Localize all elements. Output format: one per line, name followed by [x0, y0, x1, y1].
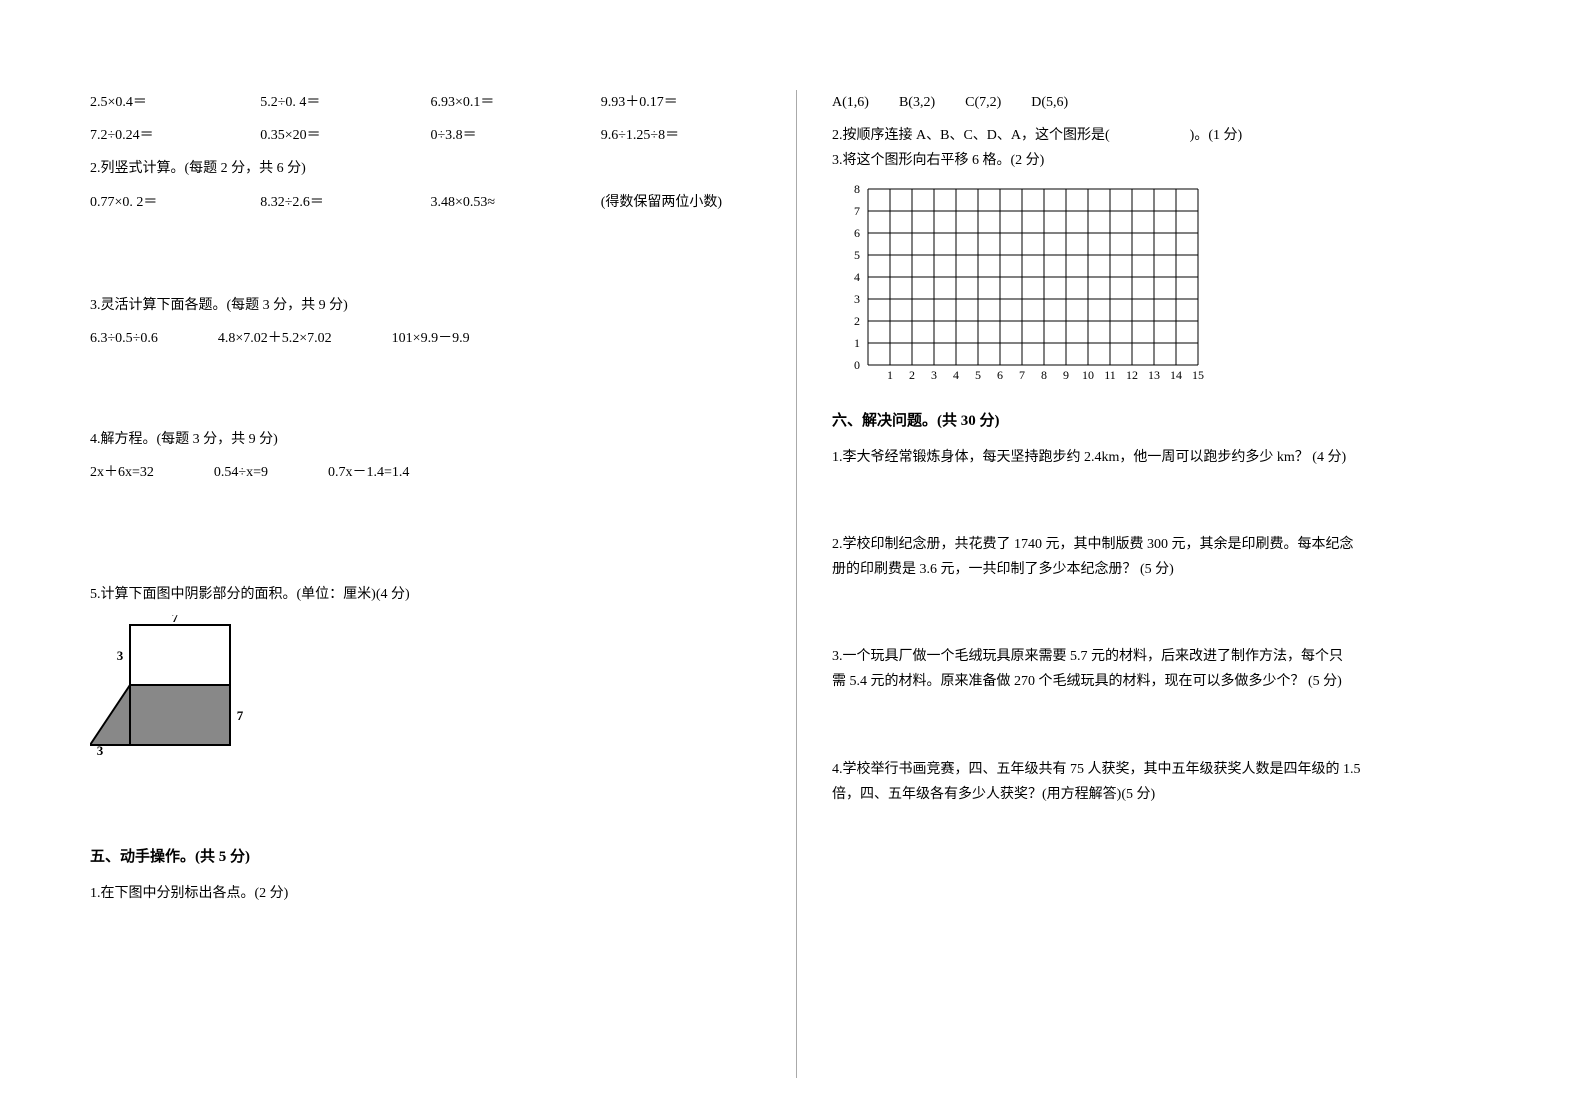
q2-note: (得数保留两位小数)	[601, 190, 761, 215]
problem-1: 1.李大爷经常锻炼身体，每天坚持跑步约 2.4km，他一周可以跑步约多少 km？…	[832, 445, 1503, 470]
svg-text:15: 15	[1192, 368, 1204, 382]
problem-4a: 4.学校举行书画竞赛，四、五年级共有 75 人获奖，其中五年级获奖人数是四年级的…	[832, 757, 1503, 782]
calc-item: 0÷3.8＝	[431, 123, 591, 148]
svg-text:8: 8	[854, 182, 860, 196]
q3-item: 101×9.9－9.9	[392, 326, 470, 351]
calc-row-2: 7.2÷0.24＝ 0.35×20＝ 0÷3.8＝ 9.6÷1.25÷8＝	[90, 123, 761, 148]
q4-row: 2x＋6x=32 0.54÷x=9 0.7x－1.4=1.4	[90, 460, 761, 485]
section6-title: 六、解决问题。(共 30 分)	[832, 408, 1503, 435]
svg-text:5: 5	[975, 368, 981, 382]
calc-item: 9.93＋0.17＝	[601, 90, 761, 115]
q2-title: 2.列竖式计算。(每题 2 分，共 6 分)	[90, 156, 761, 181]
section5-q1: 1.在下图中分别标出各点。(2 分)	[90, 881, 761, 906]
q3-item: 4.8×7.02＋5.2×7.02	[218, 326, 332, 351]
svg-text:6: 6	[854, 226, 860, 240]
q3-line: 3.将这个图形向右平移 6 格。(2 分)	[832, 148, 1503, 173]
q4-title: 4.解方程。(每题 3 分，共 9 分)	[90, 427, 761, 452]
svg-text:4: 4	[953, 368, 959, 382]
left-column: 2.5×0.4＝ 5.2÷0. 4＝ 6.93×0.1＝ 9.93＋0.17＝ …	[70, 90, 797, 1078]
point-a: A(1,6)	[832, 90, 869, 115]
svg-text:4: 4	[854, 270, 860, 284]
geom-label-right: 7	[237, 708, 244, 723]
svg-text:3: 3	[931, 368, 937, 382]
svg-text:3: 3	[854, 292, 860, 306]
svg-text:11: 11	[1104, 368, 1116, 382]
coordinate-grid: 012345678123456789101112131415	[840, 179, 1220, 394]
q2-item: 8.32÷2.6＝	[260, 190, 420, 215]
svg-text:9: 9	[1063, 368, 1069, 382]
q3-item: 6.3÷0.5÷0.6	[90, 326, 158, 351]
q4-item: 0.54÷x=9	[214, 460, 268, 485]
q2-row: 0.77×0. 2＝ 8.32÷2.6＝ 3.48×0.53≈ (得数保留两位小…	[90, 190, 761, 215]
svg-text:12: 12	[1126, 368, 1138, 382]
svg-text:0: 0	[854, 358, 860, 372]
svg-text:7: 7	[1019, 368, 1025, 382]
problem-4b: 倍，四、五年级各有多少人获奖？(用方程解答)(5 分)	[832, 782, 1503, 807]
point-b: B(3,2)	[899, 90, 935, 115]
q5-title: 5.计算下面图中阴影部分的面积。(单位：厘米)(4 分)	[90, 582, 761, 607]
calc-item: 7.2÷0.24＝	[90, 123, 250, 148]
svg-text:14: 14	[1170, 368, 1182, 382]
calc-item: 0.35×20＝	[260, 123, 420, 148]
svg-text:10: 10	[1082, 368, 1094, 382]
calc-row-1: 2.5×0.4＝ 5.2÷0. 4＝ 6.93×0.1＝ 9.93＋0.17＝	[90, 90, 761, 115]
points-row: A(1,6) B(3,2) C(7,2) D(5,6)	[832, 90, 1503, 115]
svg-text:7: 7	[854, 204, 860, 218]
calc-item: 5.2÷0. 4＝	[260, 90, 420, 115]
point-d: D(5,6)	[1031, 90, 1068, 115]
q3-title: 3.灵活计算下面各题。(每题 3 分，共 9 分)	[90, 293, 761, 318]
problem-3a: 3.一个玩具厂做一个毛绒玩具原来需要 5.7 元的材料，后来改进了制作方法，每个…	[832, 644, 1503, 669]
calc-item: 2.5×0.4＝	[90, 90, 250, 115]
problem-2a: 2.学校印制纪念册，共花费了 1740 元，其中制版费 300 元，其余是印刷费…	[832, 532, 1503, 557]
svg-text:2: 2	[909, 368, 915, 382]
svg-text:13: 13	[1148, 368, 1160, 382]
q2-text: 2.按顺序连接 A、B、C、D、A，这个图形是(	[832, 128, 1110, 143]
q2-item: 3.48×0.53≈	[431, 190, 591, 215]
geom-label-left-upper: 3	[117, 648, 124, 663]
svg-text:6: 6	[997, 368, 1003, 382]
svg-text:1: 1	[887, 368, 893, 382]
q3-row: 6.3÷0.5÷0.6 4.8×7.02＋5.2×7.02 101×9.9－9.…	[90, 326, 761, 351]
calc-item: 9.6÷1.25÷8＝	[601, 123, 761, 148]
q4-item: 0.7x－1.4=1.4	[328, 460, 409, 485]
geom-label-top: 7	[172, 615, 179, 625]
svg-text:2: 2	[854, 314, 860, 328]
svg-text:8: 8	[1041, 368, 1047, 382]
q2-suffix: )。(1 分)	[1190, 128, 1243, 143]
problem-2b: 册的印刷费是 3.6 元，一共印制了多少本纪念册？ (5 分)	[832, 557, 1503, 582]
q2-item: 0.77×0. 2＝	[90, 190, 250, 215]
right-column: A(1,6) B(3,2) C(7,2) D(5,6) 2.按顺序连接 A、B、…	[797, 90, 1523, 1078]
problem-3b: 需 5.4 元的材料。原来准备做 270 个毛绒玩具的材料，现在可以多做多少个？…	[832, 669, 1503, 694]
svg-text:1: 1	[854, 336, 860, 350]
geometry-figure: 7 3 7 3	[90, 615, 290, 755]
svg-text:5: 5	[854, 248, 860, 262]
q2-line: 2.按顺序连接 A、B、C、D、A，这个图形是( )。(1 分)	[832, 123, 1503, 148]
q4-item: 2x＋6x=32	[90, 460, 154, 485]
geom-label-left-lower: 3	[97, 743, 104, 755]
calc-item: 6.93×0.1＝	[431, 90, 591, 115]
point-c: C(7,2)	[965, 90, 1001, 115]
section5-title: 五、动手操作。(共 5 分)	[90, 844, 761, 871]
